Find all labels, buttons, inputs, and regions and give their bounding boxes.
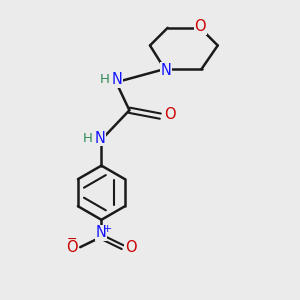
Text: N: N [94, 131, 105, 146]
Text: H: H [100, 73, 110, 86]
Text: O: O [125, 240, 137, 255]
Text: N: N [95, 225, 106, 240]
Text: O: O [164, 107, 176, 122]
Text: O: O [194, 19, 206, 34]
Text: O: O [66, 240, 78, 255]
Text: N: N [111, 72, 122, 87]
Text: H: H [83, 132, 93, 145]
Text: +: + [103, 224, 112, 234]
Text: N: N [161, 63, 172, 78]
Text: −: − [67, 232, 77, 245]
